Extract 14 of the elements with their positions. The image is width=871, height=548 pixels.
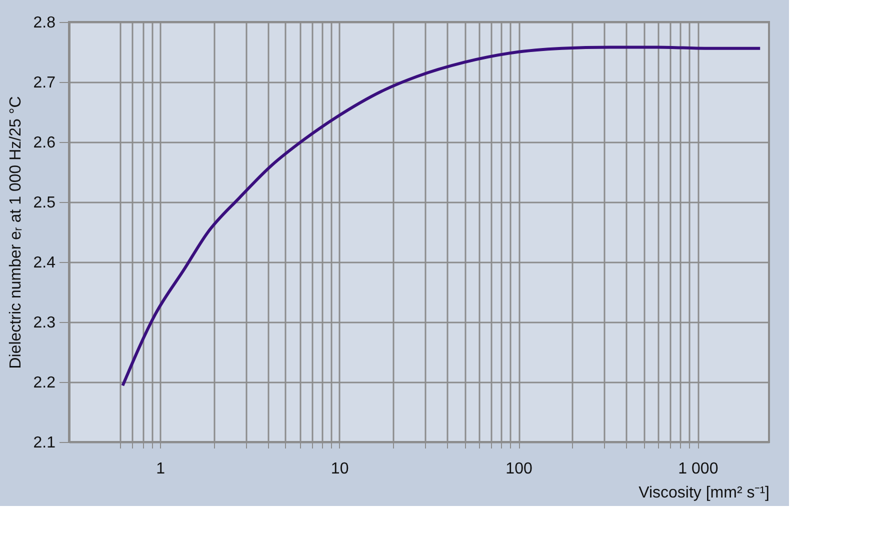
x-tick-label: 10 xyxy=(330,460,349,478)
y-tick-label: 2.2 xyxy=(33,374,56,392)
y-tick-label: 2.8 xyxy=(33,14,56,32)
y-tick-label: 2.4 xyxy=(33,254,56,272)
y-tick-label: 2.1 xyxy=(33,434,56,452)
y-tick-label: 2.5 xyxy=(33,194,56,212)
y-tick-label: 2.7 xyxy=(33,74,56,92)
y-tick-label: 2.6 xyxy=(33,134,56,152)
y-axis-title: Dielectric number eᵣ at 1 000 Hz/25 °C xyxy=(7,96,24,369)
x-axis-title: Viscosity [mm² s⁻¹] xyxy=(638,484,770,502)
x-tick-label: 1 000 xyxy=(678,460,718,478)
x-tick-label: 1 xyxy=(156,460,166,478)
x-tick-label: 100 xyxy=(506,460,532,478)
y-tick-label: 2.3 xyxy=(33,314,56,332)
